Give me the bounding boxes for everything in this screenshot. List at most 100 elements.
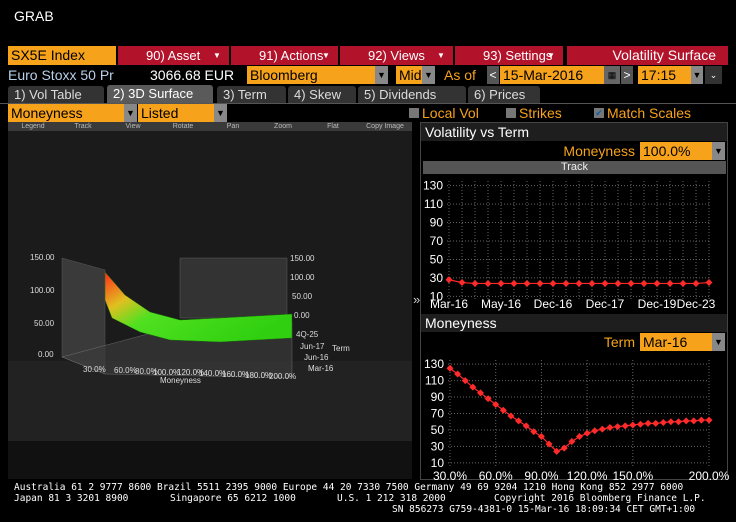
tab[interactable]: 6) Prices	[468, 86, 540, 103]
menu-button[interactable]: 92) Views	[340, 46, 453, 65]
surface-wall	[179, 257, 288, 319]
panel-title: Moneyness	[421, 314, 727, 332]
y-tick-label: 90	[431, 390, 445, 404]
title-bar	[0, 0, 736, 40]
y-tick-label: 110	[424, 197, 443, 211]
footer-text: Copyright 2016 Bloomberg Finance L.P.	[494, 493, 706, 504]
surface-tick: 50.00	[34, 319, 55, 328]
data-point	[454, 370, 462, 378]
source-field[interactable]: Bloomberg	[247, 66, 375, 84]
data-point	[549, 279, 557, 287]
dropdown-arrow: ▼	[322, 51, 330, 60]
security-name: Euro Stoxx 50 Pr	[8, 67, 114, 83]
dropdown-arrow[interactable]: ▼	[712, 142, 725, 160]
dropdown-arrow[interactable]: ▼	[422, 66, 435, 84]
data-point	[568, 437, 576, 445]
data-point	[507, 412, 515, 420]
track-button[interactable]: Track	[423, 161, 726, 174]
menu-button[interactable]: 90) Asset	[118, 46, 229, 65]
data-point	[659, 419, 667, 427]
surface-tick: Jun-16	[304, 353, 329, 362]
surface-axis-label: Term	[332, 344, 350, 353]
y-tick-label: 10	[430, 289, 444, 303]
surface-area	[8, 441, 412, 479]
splitter[interactable]: »	[413, 292, 421, 307]
tab[interactable]: 3) Term	[217, 86, 286, 103]
data-point	[692, 279, 700, 287]
x-tick-label: 200.0%	[689, 469, 730, 483]
toolbar-button[interactable]: View	[125, 123, 141, 130]
footer-text: Singapore 65 6212 1000	[170, 493, 296, 504]
dropdown-arrow[interactable]: ▼	[691, 66, 703, 84]
data-point	[492, 400, 500, 408]
data-mode-field[interactable]: Listed	[138, 104, 214, 122]
tab[interactable]: 4) Skew	[288, 86, 356, 103]
toolbar-button[interactable]: Pan	[226, 123, 240, 130]
data-point	[545, 440, 553, 448]
checkbox[interactable]	[409, 108, 419, 118]
panel-title: Volatility vs Term	[421, 123, 727, 141]
calendar-icon[interactable]: ▦	[604, 66, 620, 84]
dropdown-arrow[interactable]: ▼	[375, 66, 388, 84]
data-point	[553, 447, 561, 455]
tab[interactable]: 1) Vol Table	[8, 86, 104, 103]
control-field[interactable]: 100.0%	[640, 142, 712, 160]
surface-tick: 150.00	[290, 254, 315, 263]
data-point	[469, 383, 477, 391]
surface-tick: 30.0%	[83, 365, 106, 374]
side-field[interactable]: Mid	[396, 66, 422, 84]
surface-axis-label: Moneyness	[160, 376, 201, 385]
surface-tick: 120.0%	[177, 368, 204, 377]
y-tick-label: 70	[431, 407, 445, 421]
data-point	[510, 279, 518, 287]
toolbar-button[interactable]: Copy Image	[366, 123, 404, 130]
data-point	[522, 422, 530, 430]
data-point	[445, 276, 453, 284]
function-name: Volatility Surface	[567, 46, 728, 65]
x-tick-label: Dec-23	[677, 297, 716, 311]
surface-tick: 60.0%	[114, 366, 137, 375]
checkbox-label[interactable]: Match Scales	[607, 105, 692, 121]
x-tick-label: 30.0%	[433, 469, 467, 483]
control-field[interactable]: Mar-16	[640, 333, 712, 351]
vol-surface	[104, 271, 293, 343]
tab-active[interactable]: 2) 3D Surface	[107, 85, 213, 103]
footer-phones: Australia 61 2 9777 8600 Brazil 5511 239…	[14, 482, 684, 493]
dropdown-arrow: ▼	[547, 51, 555, 60]
tab[interactable]: 5) Dividends	[358, 86, 466, 103]
data-point	[652, 419, 660, 427]
data-point	[614, 423, 622, 431]
collapse-button[interactable]: ⌄	[705, 66, 722, 84]
date-field[interactable]: 15-Mar-2016	[500, 66, 604, 84]
toolbar-button[interactable]: Legend	[21, 123, 45, 130]
data-point	[476, 389, 484, 397]
data-point	[484, 279, 492, 287]
menu-button[interactable]: 91) Actions	[231, 46, 338, 65]
checkbox-label[interactable]: Strikes	[519, 105, 562, 121]
dropdown-arrow[interactable]: ▼	[712, 333, 725, 351]
prev-date[interactable]: <	[487, 66, 499, 84]
data-point	[575, 279, 583, 287]
data-point	[653, 279, 661, 287]
menu-button[interactable]: 93) Settings	[455, 46, 563, 65]
toolbar-button[interactable]: Track	[74, 123, 92, 130]
dropdown-arrow[interactable]: ▼	[124, 104, 137, 122]
toolbar-button[interactable]: Rotate	[172, 123, 194, 130]
data-point	[690, 417, 698, 425]
security-field[interactable]: SX5E Index	[8, 46, 116, 65]
x-mode-field[interactable]: Moneyness	[8, 104, 124, 122]
dropdown-arrow: ▼	[213, 51, 221, 60]
time-field[interactable]: 17:15	[638, 66, 691, 84]
next-date[interactable]: >	[621, 66, 633, 84]
checkbox[interactable]	[506, 108, 516, 118]
toolbar-button[interactable]: Zoom	[274, 123, 292, 130]
checkbox[interactable]: ✔	[594, 108, 604, 118]
checkbox-label[interactable]: Local Vol	[422, 105, 479, 121]
toolbar-button[interactable]: Flat	[327, 123, 339, 130]
surface-tick: 80.0%	[135, 367, 158, 376]
y-tick-label: 90	[430, 216, 444, 230]
dropdown-arrow[interactable]: ▼	[214, 104, 227, 122]
data-point	[629, 421, 637, 429]
surface-tick: 100.0%	[153, 368, 180, 377]
data-point	[523, 279, 531, 287]
